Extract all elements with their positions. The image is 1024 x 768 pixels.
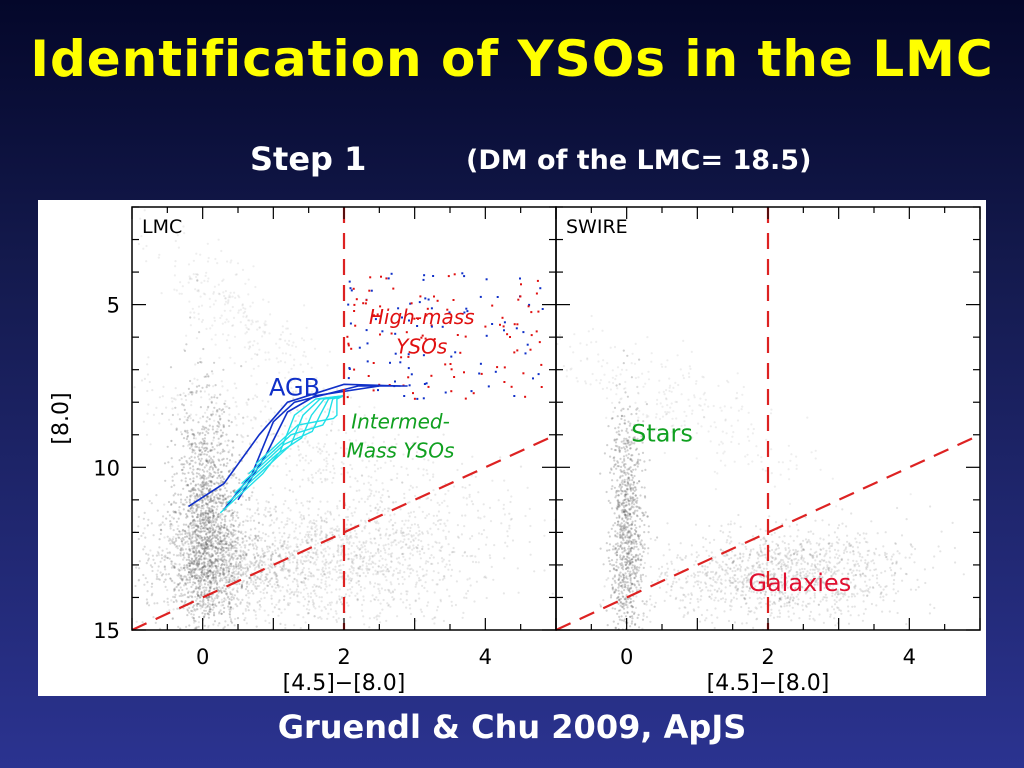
panel-lmc: 0 2 4 5 10 15 [8.0] [4.5]−[8.0] LMC AGB High-mass Y… [49, 206, 557, 696]
annotation-label: Stars [631, 419, 693, 447]
annotation-label: High-mass [369, 305, 475, 329]
annotation-label: Galaxies [748, 569, 851, 597]
dm-note: (DM of the LMC= 18.5) [466, 145, 812, 176]
x-tick-label: 2 [337, 645, 350, 669]
citation: Gruendl & Chu 2009, ApJS [277, 708, 747, 746]
intermediate-track [226, 395, 345, 504]
annotation-label: Mass YSOs [347, 439, 455, 463]
density-points [556, 314, 965, 630]
step-label: Step 1 [250, 140, 367, 178]
figure-panel: 0 2 4 5 10 15 [8.0] [4.5]−[8.0] LMC AGB High-mass Y… [38, 200, 986, 696]
slide-title: Identification of YSOs in the LMC [30, 30, 994, 88]
x-tick-label: 4 [903, 645, 916, 669]
agb-track [223, 385, 408, 511]
y-tick-label: 10 [93, 456, 120, 480]
x-tick-label: 2 [761, 645, 774, 669]
annotation-label: Intermed- [351, 409, 450, 433]
x-axis-label: [4.5]−[8.0] [707, 671, 830, 696]
y-axis-label: [8.0] [49, 392, 74, 444]
agb-track [188, 383, 401, 508]
y-tick-label: 5 [107, 294, 120, 318]
intermediate-track [234, 395, 345, 494]
cmd-figure: 0 2 4 5 10 15 [8.0] [4.5]−[8.0] LMC AGB High-mass Y… [49, 206, 981, 696]
y-tick-label: 15 [93, 619, 120, 643]
annotation-label: YSOs [396, 334, 447, 358]
x-tick-label: 4 [479, 645, 492, 669]
intermediate-track [241, 395, 345, 485]
panel-swire: 0 2 4 [4.5]−[8.0] SWIRE Stars Galaxies [555, 206, 981, 696]
panel-label: SWIRE [566, 216, 628, 238]
yso-points [346, 272, 544, 400]
density-points [132, 209, 556, 630]
model-tracks [188, 383, 408, 514]
annotation-label: AGB [269, 374, 320, 402]
x-tick-label: 0 [196, 645, 209, 669]
x-axis-label: [4.5]−[8.0] [283, 671, 406, 696]
x-tick-label: 0 [620, 645, 633, 669]
panel-label: LMC [142, 216, 182, 238]
intermediate-track [255, 395, 345, 465]
